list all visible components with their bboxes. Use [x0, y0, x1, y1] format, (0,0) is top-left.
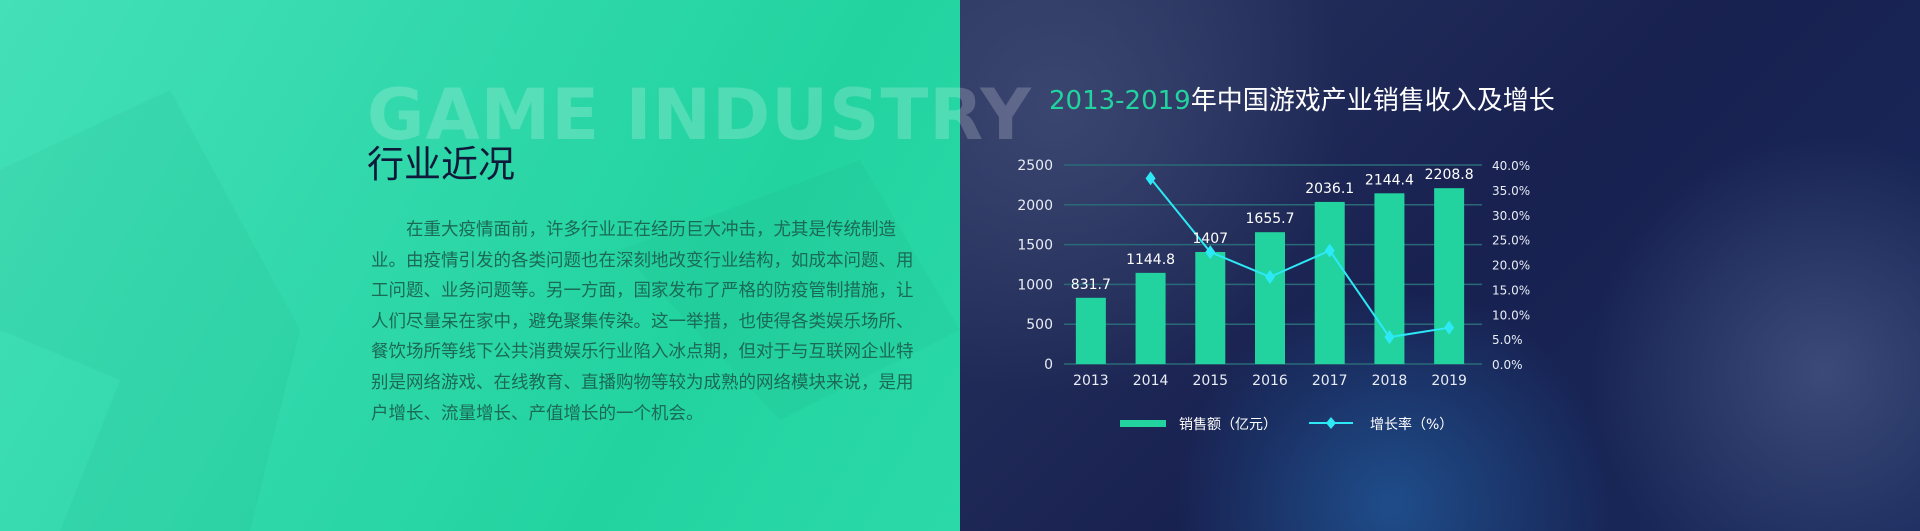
- y-right-tick-label: 25.0%: [1492, 234, 1530, 248]
- body-line: 别是网络游戏、在线教育、直播购物等较为成熟的网络模块来说，是用: [371, 372, 914, 393]
- body-line: 业。由疫情引发的各类问题也在深刻地改变行业结构，如成本问题、用: [371, 250, 914, 271]
- body-line: 在重大疫情面前，许多行业正在经历巨大冲击，尤其是传统制造: [371, 220, 896, 240]
- y-right-tick-label: 40.0%: [1492, 159, 1530, 173]
- legend-bar-swatch: [1120, 420, 1166, 427]
- bar-data-label: 1655.7: [1246, 211, 1295, 227]
- bar: [1075, 297, 1106, 364]
- y-right-tick-label: 30.0%: [1492, 209, 1530, 223]
- bar: [1255, 232, 1285, 364]
- y-right-tick-label: 20.0%: [1492, 259, 1530, 273]
- x-tick-label: 2015: [1192, 373, 1228, 389]
- x-tick-label: 2014: [1133, 373, 1169, 389]
- y-left-tick-label: 500: [1026, 317, 1053, 333]
- growth-point-diamond-icon: [1145, 171, 1156, 186]
- growth-point-diamond-icon: [1384, 330, 1395, 345]
- legend-diamond-icon: [1326, 417, 1336, 429]
- bar-data-label: 2208.8: [1425, 167, 1474, 183]
- growth-point-diamond-icon: [1205, 245, 1216, 260]
- x-tick-label: 2018: [1372, 373, 1408, 389]
- bar-data-label: 2036.1: [1305, 181, 1354, 197]
- y-left-tick-label: 2000: [1017, 198, 1053, 214]
- bar: [1434, 188, 1465, 364]
- body-line: 餐饮场所等线下公共消费娱乐行业陷入冰点期，但对于与互联网企业特: [371, 342, 914, 363]
- y-right-tick-label: 5.0%: [1492, 333, 1523, 347]
- y-left-tick-label: 0: [1044, 357, 1053, 373]
- y-right-tick-label: 35.0%: [1492, 184, 1530, 198]
- bar: [1314, 201, 1345, 364]
- chart-title-years: 2013-2019: [1049, 86, 1191, 116]
- bar: [1135, 272, 1166, 364]
- bar-data-label: 1144.8: [1126, 252, 1175, 268]
- x-tick-label: 2013: [1073, 373, 1109, 389]
- chart-title-text: 年中国游戏产业销售收入及增长: [1190, 86, 1555, 116]
- growth-point-diamond-icon: [1444, 320, 1455, 335]
- x-tick-label: 2017: [1312, 373, 1348, 389]
- growth-point-diamond-icon: [1324, 243, 1335, 258]
- bar-data-label: 831.7: [1071, 277, 1111, 293]
- watermark-text: GAME INDUSTRY: [367, 74, 1032, 156]
- bar-data-label: 1407: [1192, 231, 1228, 247]
- legend-bar-label: 销售额（亿元）: [1179, 417, 1277, 433]
- body-line: 工问题、业务问题等。另一方面，国家发布了严格的防疫管制措施，让: [371, 281, 914, 302]
- bar: [1195, 252, 1226, 364]
- body-line: 户增长、流量增长、产值增长的一个机会。: [371, 403, 704, 424]
- x-tick-label: 2016: [1252, 373, 1288, 389]
- growth-line: [1149, 177, 1450, 339]
- growth-point-diamond-icon: [1265, 269, 1275, 284]
- legend-line-label: 增长率（%）: [1370, 416, 1453, 433]
- body-paragraph: 在重大疫情面前，许多行业正在经历巨大冲击，尤其是传统制造 业。由疫情引发的各类问…: [371, 215, 914, 429]
- body-line: 人们尽量呆在家中，避免聚集传染。这一举措，也使得各类娱乐场所、: [371, 311, 914, 332]
- y-left-tick-label: 2500: [1017, 158, 1053, 174]
- bar-data-label: 2144.4: [1365, 172, 1414, 188]
- y-left-tick-label: 1500: [1017, 238, 1053, 254]
- legend: 销售额（亿元） 增长率（%）: [1120, 416, 1453, 433]
- y-right-tick-label: 10.0%: [1492, 308, 1530, 322]
- section-heading: 行业近况: [367, 143, 515, 186]
- y-right-tick-label: 0.0%: [1492, 358, 1523, 372]
- y-right-tick-label: 15.0%: [1492, 283, 1530, 297]
- chart-title: 2013-2019年中国游戏产业销售收入及增长: [1049, 80, 1555, 117]
- left-panel: [0, 0, 960, 531]
- x-tick-label: 2019: [1431, 373, 1467, 389]
- y-left-tick-label: 1000: [1017, 277, 1053, 293]
